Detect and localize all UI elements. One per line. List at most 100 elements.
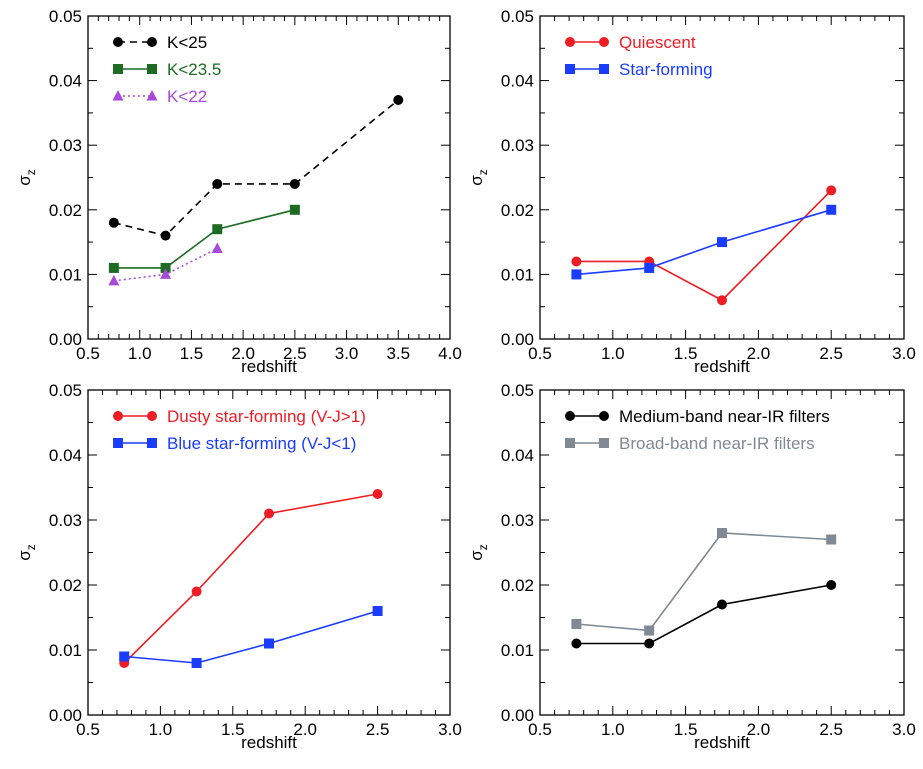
data-point [393, 94, 404, 105]
data-point [212, 178, 223, 189]
x-tick-label: 2.0 [747, 344, 771, 363]
data-point [571, 619, 582, 629]
chart-panel-4: 0.00 0.01 0.02 0.03 0.04 0.05 0.5 1.0 1.5 2.0 2.5 3… [467, 381, 916, 752]
x-tick-label: 3.0 [335, 344, 359, 363]
legend-label: Blue star-forming (V-J<1) [167, 434, 356, 453]
y-axis-label-subscript: z [476, 169, 490, 175]
legend-label: Star-forming [619, 60, 713, 79]
y-axis-label-symbol: σ [467, 175, 486, 186]
data-point [571, 638, 582, 649]
x-tick-label: 2.5 [819, 720, 843, 739]
x-tick-label: 0.5 [528, 720, 552, 739]
legend-marker [113, 64, 123, 74]
y-tick-label: 0.01 [501, 265, 534, 284]
x-tick-label: 1.0 [149, 720, 173, 739]
data-point [264, 508, 274, 519]
legend-label: Broad-band near-IR filters [619, 434, 815, 453]
series-2: Star-forming [565, 60, 837, 280]
series-1: K<25 [108, 33, 404, 241]
y-tick-label: 0.03 [501, 136, 534, 155]
data-point [644, 625, 655, 636]
y-tick-label: 0.05 [49, 381, 82, 400]
y-tick-label: 0.02 [49, 201, 82, 220]
legend-marker [113, 411, 123, 421]
x-axis-label: redshift [241, 733, 297, 752]
legend-marker [599, 64, 609, 74]
data-point [717, 599, 727, 610]
data-point [191, 658, 202, 668]
y-axis-label: σz [467, 544, 490, 561]
y-tick-label: 0.02 [49, 576, 82, 595]
x-tick-label: 3.0 [892, 720, 916, 739]
data-point [372, 489, 383, 499]
data-point [108, 262, 119, 273]
legend-marker [147, 37, 157, 47]
y-tick-label: 0.02 [501, 576, 534, 595]
y-tick-label: 0.00 [501, 706, 534, 725]
data-point [717, 295, 727, 306]
data-point [191, 586, 202, 597]
x-tick-label: 2.5 [366, 720, 390, 739]
y-tick-label: 0.04 [501, 446, 534, 465]
legend-marker [147, 64, 157, 74]
data-point [160, 262, 171, 273]
y-tick-label: 0.01 [501, 641, 534, 660]
data-point [289, 178, 300, 189]
series-line [576, 532, 832, 632]
y-tick-label: 0.02 [501, 201, 534, 220]
series-line [576, 584, 832, 645]
legend-marker [146, 90, 158, 101]
x-tick-label: 0.5 [76, 720, 100, 739]
legend-label: Quiescent [619, 33, 696, 52]
series-2: Blue star-forming (V-J<1) [113, 434, 383, 668]
y-axis-label: σz [15, 169, 38, 186]
y-tick-label: 0.00 [501, 330, 534, 349]
data-point [212, 224, 223, 235]
legend-marker [147, 411, 157, 421]
legend-marker [113, 438, 123, 448]
legend-label: K<25 [167, 33, 207, 52]
x-tick-label: 2.0 [747, 720, 771, 739]
y-tick-label: 0.04 [49, 72, 82, 91]
data-point [160, 268, 172, 279]
data-point [160, 230, 171, 241]
data-point [108, 217, 119, 228]
series-line [113, 99, 399, 237]
data-point [211, 242, 223, 254]
series-line [576, 209, 832, 276]
legend-marker [565, 411, 575, 421]
legend-label: K<22 [167, 87, 207, 106]
legend-marker [565, 37, 575, 47]
legend-marker [113, 37, 123, 47]
series-1: Medium-band near-IR filters [565, 407, 837, 649]
plot-frame [539, 15, 905, 340]
legend-label: Medium-band near-IR filters [619, 407, 830, 426]
x-tick-label: 1.0 [128, 344, 152, 363]
y-tick-label: 0.03 [49, 511, 82, 530]
x-tick-label: 1.5 [674, 720, 698, 739]
x-axis-label: redshift [694, 357, 750, 376]
x-tick-label: 0.5 [76, 344, 100, 363]
y-tick-label: 0.01 [49, 641, 82, 660]
x-tick-label: 1.5 [221, 720, 245, 739]
plot-frame [87, 15, 451, 340]
series-3: K<22 [108, 87, 223, 286]
data-point [717, 528, 727, 538]
x-tick-label: 1.5 [180, 344, 204, 363]
data-point [119, 651, 130, 662]
y-tick-label: 0.00 [49, 330, 82, 349]
x-tick-label: 1.0 [601, 344, 625, 363]
x-tick-label: 1.0 [601, 720, 625, 739]
x-tick-label: 2.5 [283, 344, 307, 363]
series-2: K<23.5 [108, 60, 300, 273]
legend-marker [599, 438, 609, 448]
x-tick-label: 3.0 [892, 344, 916, 363]
chart-panel-1: 0.00 0.01 0.02 0.03 0.04 0.05 0.5 1.0 1.5 2.0 2.5 3… [15, 7, 462, 376]
chart-panel-3: 0.00 0.01 0.02 0.03 0.04 0.05 0.5 1.0 1.5 2.0 2.5 3… [15, 381, 462, 752]
y-axis-label: σz [467, 169, 490, 186]
y-tick-label: 0.00 [49, 706, 82, 725]
legend-marker [599, 411, 609, 421]
y-tick-label: 0.03 [49, 136, 82, 155]
